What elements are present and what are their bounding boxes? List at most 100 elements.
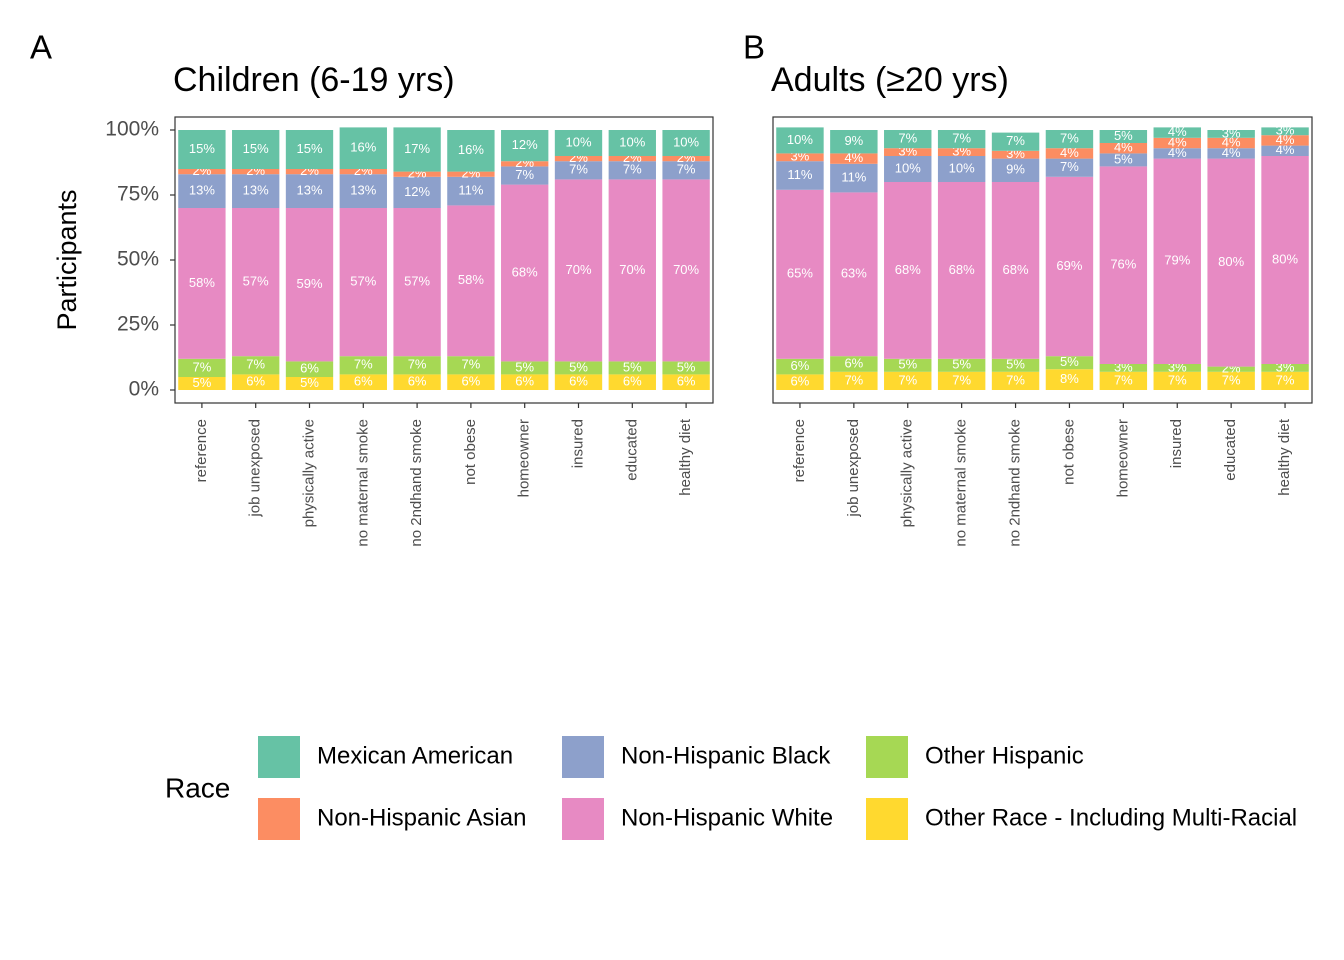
legend-label: Mexican American xyxy=(317,742,513,769)
bar-segment xyxy=(1207,148,1255,159)
data-label: 11% xyxy=(841,170,866,185)
bar-segment xyxy=(447,374,495,390)
bar-segment xyxy=(884,371,932,390)
bar-segment xyxy=(662,156,710,162)
bar-segment xyxy=(393,374,441,390)
data-label: 6% xyxy=(844,355,863,370)
data-label: 9% xyxy=(844,133,863,148)
data-label: 7% xyxy=(952,131,971,146)
bar-segment xyxy=(1207,137,1255,149)
bar-segment xyxy=(285,169,334,175)
bar-segment xyxy=(178,377,226,390)
bar-segment xyxy=(501,166,549,185)
data-label: 7% xyxy=(1060,159,1079,174)
bar-segment xyxy=(776,153,824,162)
data-label: 6% xyxy=(462,374,481,389)
bar-segment xyxy=(991,371,1040,390)
bar-segment xyxy=(776,161,824,190)
bar-segment xyxy=(339,169,387,175)
bar-segment xyxy=(232,174,280,208)
data-label: 15% xyxy=(296,141,322,156)
bar-segment xyxy=(608,179,656,362)
bar-segment xyxy=(339,356,387,375)
data-label: 4% xyxy=(1276,142,1295,157)
data-label: 4% xyxy=(1060,145,1079,160)
data-label: 7% xyxy=(623,162,642,177)
bar-segment xyxy=(830,371,878,390)
bar-segment xyxy=(662,361,710,375)
data-label: 3% xyxy=(1276,123,1295,138)
bar-segment xyxy=(1099,130,1148,143)
legend-label: Non-Hispanic Asian xyxy=(317,804,526,831)
bar-segment xyxy=(1207,366,1255,372)
data-label: 76% xyxy=(1110,257,1136,272)
data-label: 4% xyxy=(1114,140,1133,155)
bar-segment xyxy=(830,356,878,372)
bar-segment xyxy=(884,358,932,372)
data-label: 5% xyxy=(193,375,212,390)
bar-segment xyxy=(1153,127,1201,138)
bar-segment xyxy=(339,174,387,208)
data-label: 16% xyxy=(458,142,484,157)
bar-segment xyxy=(285,130,334,169)
bar-segment xyxy=(178,169,226,175)
y-tick-label: 50% xyxy=(117,248,159,271)
bar-segment xyxy=(1045,356,1094,370)
bar-segment xyxy=(1207,158,1255,367)
panel-border xyxy=(174,116,714,404)
bar-segment xyxy=(1099,153,1148,167)
bar-segment xyxy=(554,161,603,180)
bar-segment xyxy=(285,208,334,362)
x-tick-label: job unexposed xyxy=(247,419,264,518)
data-label: 7% xyxy=(677,162,696,177)
bar-segment xyxy=(662,374,710,390)
bar-segment xyxy=(830,130,878,154)
x-tick-label: job unexposed xyxy=(845,419,862,518)
bar-segment xyxy=(447,130,495,172)
chart-title: Adults (≥20 yrs) xyxy=(771,61,1009,99)
x-tick-label: educated xyxy=(623,419,640,481)
bar-segment xyxy=(501,374,549,390)
bar-segment xyxy=(608,374,656,390)
data-label: 7% xyxy=(569,162,588,177)
bar-segment xyxy=(884,182,932,359)
data-label: 7% xyxy=(354,357,373,372)
bar-segment xyxy=(393,127,441,172)
data-label: 10% xyxy=(895,160,921,175)
data-label: 10% xyxy=(565,134,591,149)
bar-segment xyxy=(554,374,603,390)
bar-segment xyxy=(991,182,1040,359)
x-tick-label: healthy diet xyxy=(677,418,694,496)
data-label: 57% xyxy=(404,274,430,289)
data-label: 8% xyxy=(1060,371,1079,386)
bar-segment xyxy=(232,208,280,357)
data-label: 13% xyxy=(296,183,322,198)
bar-segment xyxy=(232,356,280,375)
legend-label: Non-Hispanic White xyxy=(621,804,833,831)
bar-segment xyxy=(1153,148,1201,159)
data-label: 5% xyxy=(1006,357,1025,372)
bar-segment xyxy=(937,358,986,372)
data-label: 13% xyxy=(189,183,215,198)
bar-segment xyxy=(501,161,549,167)
bar-segment xyxy=(501,361,549,375)
data-label: 7% xyxy=(246,357,265,372)
bar-segment xyxy=(1099,166,1148,364)
bar-segment xyxy=(937,148,986,156)
y-tick-label: 0% xyxy=(129,378,159,401)
data-label: 58% xyxy=(189,275,215,290)
data-label: 7% xyxy=(1168,372,1187,387)
bar-segment xyxy=(1153,371,1201,390)
data-label: 70% xyxy=(619,262,645,277)
panel-tag: B xyxy=(743,29,765,66)
data-label: 59% xyxy=(296,276,322,291)
x-tick-label: not obese xyxy=(462,419,479,485)
data-label: 70% xyxy=(565,262,591,277)
data-label: 5% xyxy=(898,357,917,372)
bar-segment xyxy=(937,156,986,182)
data-label: 5% xyxy=(952,357,971,372)
bar-segment xyxy=(776,374,824,390)
legend-key xyxy=(866,736,908,778)
bar-segment xyxy=(608,156,656,162)
x-tick-label: homeowner xyxy=(516,419,533,497)
